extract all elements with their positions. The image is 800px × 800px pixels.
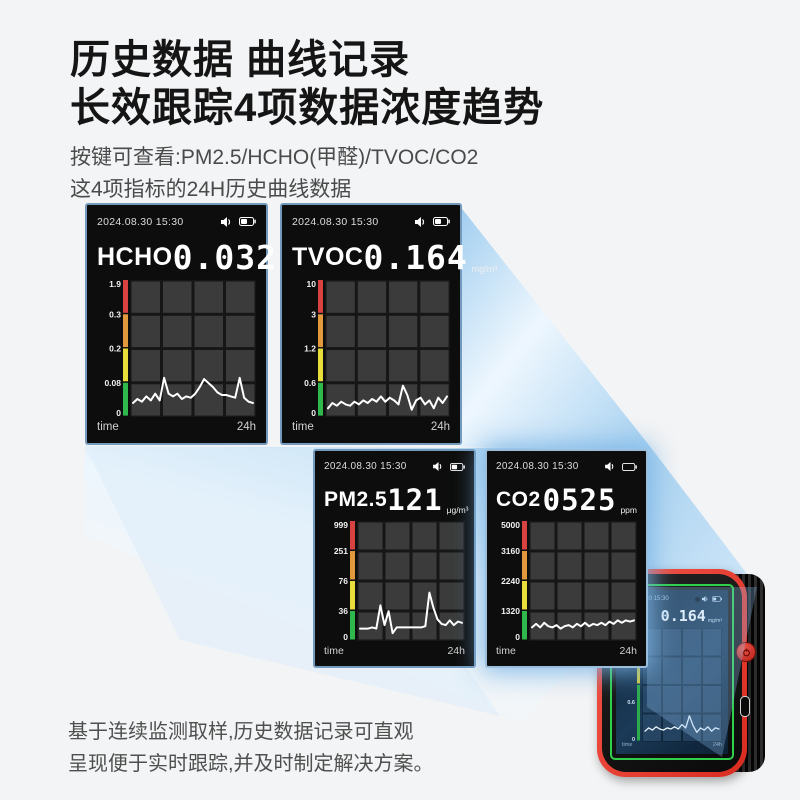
light-beam <box>647 449 757 587</box>
x-axis-labels: time 24h <box>97 421 256 436</box>
svg-text:1.2: 1.2 <box>304 344 316 354</box>
status-datetime: 2024.08.30 15:30 <box>324 461 407 472</box>
svg-text:0: 0 <box>116 408 121 417</box>
status-datetime: 2024.08.30 15:30 <box>97 215 184 228</box>
svg-text:1320: 1320 <box>501 606 520 616</box>
screen-hcho: 2024.08.30 15:30 HCHO 0.032 mg/m³ 1.9 0.3… <box>85 203 306 445</box>
svg-text:0.2: 0.2 <box>109 344 121 354</box>
current-reading: HCHO 0.032 mg/m³ <box>97 234 306 280</box>
x-axis-left-label: time <box>622 742 633 748</box>
footer-line-2: 呈现便于实时跟踪,并及时制定解决方案。 <box>68 753 434 776</box>
svg-text:0: 0 <box>311 408 316 417</box>
svg-text:3160: 3160 <box>501 546 520 556</box>
speaker-icon <box>605 462 614 471</box>
battery-icon <box>622 462 637 471</box>
pollutant-label: PM2.5 <box>324 488 388 511</box>
page-subtitle: 按键可查看:PM2.5/HCHO(甲醛)/TVOC/CO2 这4项指标的24H历… <box>70 142 544 205</box>
x-axis-right-label: 24h <box>236 421 256 433</box>
screen-pm25: 2024.08.30 15:30 PM2.5 121 μg/m³ 999 251 7… <box>313 449 476 668</box>
pollutant-value: 0525 <box>542 483 617 517</box>
current-reading: PM2.5 121 μg/m³ <box>324 479 469 521</box>
x-axis-labels: time 24h <box>496 645 637 660</box>
svg-text:1.9: 1.9 <box>109 280 121 289</box>
x-axis-right-label: 24h <box>619 645 637 657</box>
light-beam <box>459 205 652 449</box>
svg-text:0.3: 0.3 <box>109 309 121 319</box>
svg-text:0: 0 <box>632 737 635 742</box>
battery-icon <box>712 596 722 602</box>
status-bar: 2024.08.30 15:30 <box>292 214 450 229</box>
svg-text:0: 0 <box>343 632 348 641</box>
x-axis-left-label: time <box>324 645 344 657</box>
speaker-icon <box>702 596 708 602</box>
pollutant-unit: μg/m³ <box>446 505 469 515</box>
svg-text:2240: 2240 <box>501 576 520 586</box>
speaker-icon <box>415 216 425 227</box>
history-chart-pm25: 999 251 76 36 0 <box>324 520 465 642</box>
svg-text:999: 999 <box>334 521 348 530</box>
x-axis-left-label: time <box>292 421 314 433</box>
screen-co2: 2024.08.30 15:30 CO2 0525 ppm 5000 3160 22… <box>485 449 648 668</box>
usb-c-port <box>740 696 750 717</box>
device-value: 0.164 <box>660 607 706 625</box>
status-datetime: 2024.08.30 15:30 <box>292 215 379 228</box>
pollutant-label: TVOC <box>292 242 364 271</box>
current-reading: CO2 0525 ppm <box>496 479 637 521</box>
status-bar: 2024.08.30 15:30 <box>496 459 637 474</box>
battery-icon <box>433 217 450 226</box>
x-axis-right-label: 24h <box>447 645 465 657</box>
device-reading: 0.164 mg/m³ <box>622 604 722 628</box>
speaker-icon <box>221 216 231 227</box>
pollutant-unit: ppm <box>620 505 637 515</box>
status-bar: 2024.08.30 15:30 <box>97 214 256 229</box>
svg-text:10: 10 <box>307 280 317 289</box>
title-line-1: 历史数据 曲线记录 <box>70 38 411 82</box>
x-axis-right-label: 24h <box>712 742 722 748</box>
current-reading: TVOC 0.164 mg/m³ <box>292 234 497 280</box>
x-axis-labels: time 24h <box>292 421 450 436</box>
history-chart-co2: 5000 3160 2240 1320 0 <box>496 520 637 642</box>
pollutant-unit: mg/m³ <box>471 264 498 274</box>
x-axis-right-label: 24h <box>430 421 450 433</box>
pollutant-value: 0.032 <box>172 237 277 277</box>
svg-text:5000: 5000 <box>501 521 520 530</box>
device-unit: mg/m³ <box>707 618 722 624</box>
pollutant-value: 121 <box>387 483 443 517</box>
sensor-dot <box>694 596 700 602</box>
svg-text:0.6: 0.6 <box>304 378 316 388</box>
x-axis-left-label: time <box>496 645 516 657</box>
screen-tvoc: 2024.08.30 15:30 TVOC 0.164 mg/m³ 10 3 1.2… <box>280 203 497 445</box>
pollutant-value: 0.164 <box>363 237 468 277</box>
speaker-icon <box>433 462 442 471</box>
svg-text:0.6: 0.6 <box>627 700 635 706</box>
device-green-frame <box>610 584 734 760</box>
power-icon <box>742 648 750 656</box>
battery-icon <box>239 217 256 226</box>
svg-text:251: 251 <box>334 546 348 556</box>
battery-icon <box>450 462 465 471</box>
svg-text:36: 36 <box>339 606 349 616</box>
history-chart-tvoc: 10 3 1.2 0.6 0 <box>292 279 450 418</box>
footer-text: 基于连续监测取样,历史数据记录可直观 呈现便于实时跟踪,并及时制定解决方案。 <box>68 716 434 781</box>
subtitle-line-1: 按键可查看:PM2.5/HCHO(甲醛)/TVOC/CO2 <box>70 146 479 169</box>
status-bar: 2024.08.30 15:30 <box>324 459 465 474</box>
page-title: 历史数据 曲线记录 长效跟踪4项数据浓度趋势 <box>70 36 544 132</box>
pollutant-label: HCHO <box>97 242 173 271</box>
device-x-axis: time 24h <box>622 742 722 750</box>
header: 历史数据 曲线记录 长效跟踪4项数据浓度趋势 按键可查看:PM2.5/HCHO(… <box>70 36 544 205</box>
x-axis-left-label: time <box>97 421 119 433</box>
pollutant-label: CO2 <box>496 488 541 511</box>
svg-text:0.08: 0.08 <box>104 378 121 388</box>
svg-text:0: 0 <box>515 632 520 641</box>
power-button[interactable] <box>736 642 756 662</box>
status-datetime: 2024.08.30 15:30 <box>496 461 579 472</box>
svg-text:76: 76 <box>339 576 349 586</box>
history-chart-hcho: 1.9 0.3 0.2 0.08 0 <box>97 279 256 418</box>
subtitle-line-2: 这4项指标的24H历史曲线数据 <box>70 177 352 201</box>
svg-text:3: 3 <box>311 309 316 319</box>
footer-line-1: 基于连续监测取样,历史数据记录可直观 <box>68 721 414 743</box>
x-axis-labels: time 24h <box>324 645 465 660</box>
title-line-2: 长效跟踪4项数据浓度趋势 <box>70 86 545 130</box>
